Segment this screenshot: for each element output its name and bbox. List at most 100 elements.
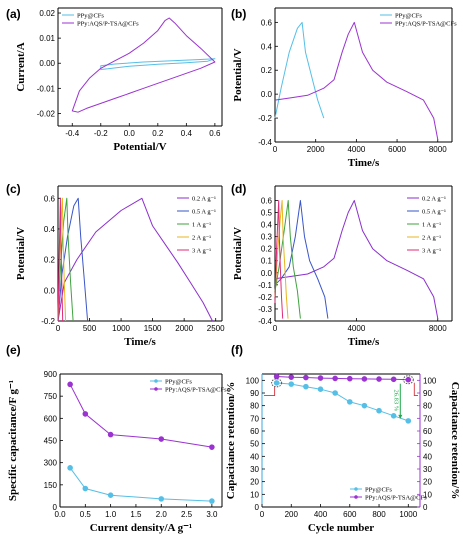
series-line	[69, 467, 212, 502]
series-line	[276, 376, 409, 381]
x-tick-label: 0	[273, 324, 278, 333]
y-tick-label: 0.0	[261, 90, 273, 99]
y-tick-label: 150	[44, 481, 58, 490]
x-tick-label: 0.5	[80, 510, 92, 519]
legend-label: 2 A g⁻¹	[422, 234, 441, 241]
data-point	[376, 407, 382, 414]
y-tick-label: 0	[255, 503, 260, 512]
callout-arrow-left	[264, 386, 276, 396]
series-line	[57, 197, 74, 322]
data-point	[303, 383, 309, 390]
legend-label: PPy@CFs	[395, 12, 422, 19]
legend-label: PPy:AQS/P-TSA@CFs	[165, 386, 227, 393]
y-tick-label: -0.2	[258, 114, 272, 123]
legend-label: 0.2 A g⁻¹	[422, 195, 446, 202]
y-tick-label: 30	[250, 465, 259, 474]
y-tick-label: 0.0	[261, 269, 273, 278]
panel-d: (d) 0 4000 8000 -0.4 -0.3 -0.2 -0.1 0.0 0.1 0.2 0.3…	[231, 182, 453, 348]
series-line	[274, 21, 439, 140]
data-point	[390, 413, 397, 419]
y-tick-label: -0.01	[37, 84, 56, 93]
series-line	[57, 197, 213, 322]
x-tick-label: 2500	[207, 324, 225, 333]
legend-marker	[154, 379, 158, 383]
data-point	[317, 386, 324, 393]
legend-label: 3 A g⁻¹	[192, 247, 211, 254]
legend-label: PPy@CFs	[165, 378, 192, 385]
y-tick-label-right: 20	[423, 478, 432, 487]
y-tick-label-right: 10	[423, 490, 432, 499]
legend-label: 2 A g⁻¹	[192, 234, 211, 241]
y-tick-label: 0.2	[261, 245, 273, 254]
y-tick-label: 0.4	[44, 225, 56, 234]
data-point	[273, 373, 280, 380]
y-tick-label: -0.02	[37, 109, 56, 118]
y-tick-label: 450	[44, 437, 58, 446]
data-point	[390, 376, 397, 383]
x-tick-label: -0.4	[65, 129, 79, 138]
x-tick-label: 3.0	[206, 510, 218, 519]
data-point	[288, 381, 295, 387]
y-axis-label: Potential/V	[232, 48, 244, 101]
series-line	[274, 200, 439, 319]
legend-label: 0.5 A g⁻¹	[192, 208, 216, 215]
x-tick-label: 0	[273, 145, 278, 154]
x-tick-label: 2000	[175, 324, 193, 333]
x-axis-label: Time/s	[124, 336, 156, 348]
x-tick-label: 4000	[347, 145, 365, 154]
x-tick-label: 8000	[429, 145, 447, 154]
y-tick-label: 0.01	[39, 34, 55, 43]
y-tick-label: 0.3	[261, 233, 273, 242]
x-tick-label: 2.0	[156, 510, 168, 519]
y-tick-label: 900	[44, 370, 58, 379]
x-tick-label: 1000	[112, 324, 130, 333]
x-tick-label: 600	[343, 510, 357, 519]
y-tick-label: 40	[250, 452, 259, 461]
data-point	[405, 376, 412, 383]
y-tick-label: -0.2	[41, 317, 55, 326]
series-line	[274, 200, 289, 319]
panel-a: (a) -0.4 -0.2 0.0 0.2 0.4 0.6 -0.02 -0.01 0.00 0.0…	[6, 7, 223, 153]
data-point	[332, 390, 338, 396]
legend-marker	[154, 387, 158, 391]
panel-label: (f)	[231, 343, 243, 357]
y-tick-label: 0.6	[261, 196, 273, 205]
y-tick-label: 0.02	[39, 9, 55, 18]
data-point	[376, 376, 382, 382]
x-tick-label: 1500	[144, 324, 162, 333]
x-tick-label: 1.0	[105, 510, 117, 519]
panel-b: (b) 0 2000 4000 6000 8000 -0.4 -0.2 0.0 0.2 0.4 0.6…	[231, 7, 457, 169]
series-line	[57, 197, 64, 322]
data-point	[361, 402, 368, 409]
data-point	[107, 431, 114, 438]
y-tick-label: -0.3	[258, 305, 272, 314]
data-point	[288, 374, 295, 380]
panel-c: (c) 0 500 1000 1500 2000 2500 -0.2 0.0 0.2 0.4 0.6 T…	[6, 182, 225, 348]
x-axis-label: Potential/V	[113, 141, 166, 153]
data-point	[67, 465, 73, 471]
data-point	[346, 375, 353, 382]
legend-label: PPy@CFs	[365, 486, 392, 493]
x-tick-label: 4000	[347, 324, 365, 333]
y-axis-label-right: Capacitance retention/%	[449, 382, 461, 499]
y-tick-label-right: 30	[423, 465, 432, 474]
x-tick-label: 0.6	[209, 129, 221, 138]
legend-label: 0.5 A g⁻¹	[422, 208, 446, 215]
y-tick-label: 80	[250, 402, 259, 411]
y-tick-label-right: 0	[423, 503, 428, 512]
data-point	[158, 436, 165, 442]
series-line	[57, 197, 89, 322]
y-tick-label: -0.4	[258, 138, 272, 147]
x-tick-label: 2000	[307, 145, 325, 154]
legend-label: 0.2 A g⁻¹	[192, 195, 216, 202]
data-point	[158, 496, 165, 502]
panel-label: (e)	[6, 343, 21, 357]
y-tick-label: 600	[44, 414, 58, 423]
panel-label: (a)	[6, 7, 21, 21]
y-tick-label: 20	[250, 478, 259, 487]
y-tick-label-right: 60	[423, 427, 432, 436]
panel-label: (c)	[6, 182, 21, 196]
data-point	[209, 498, 215, 504]
y-tick-label-right: 40	[423, 452, 432, 461]
